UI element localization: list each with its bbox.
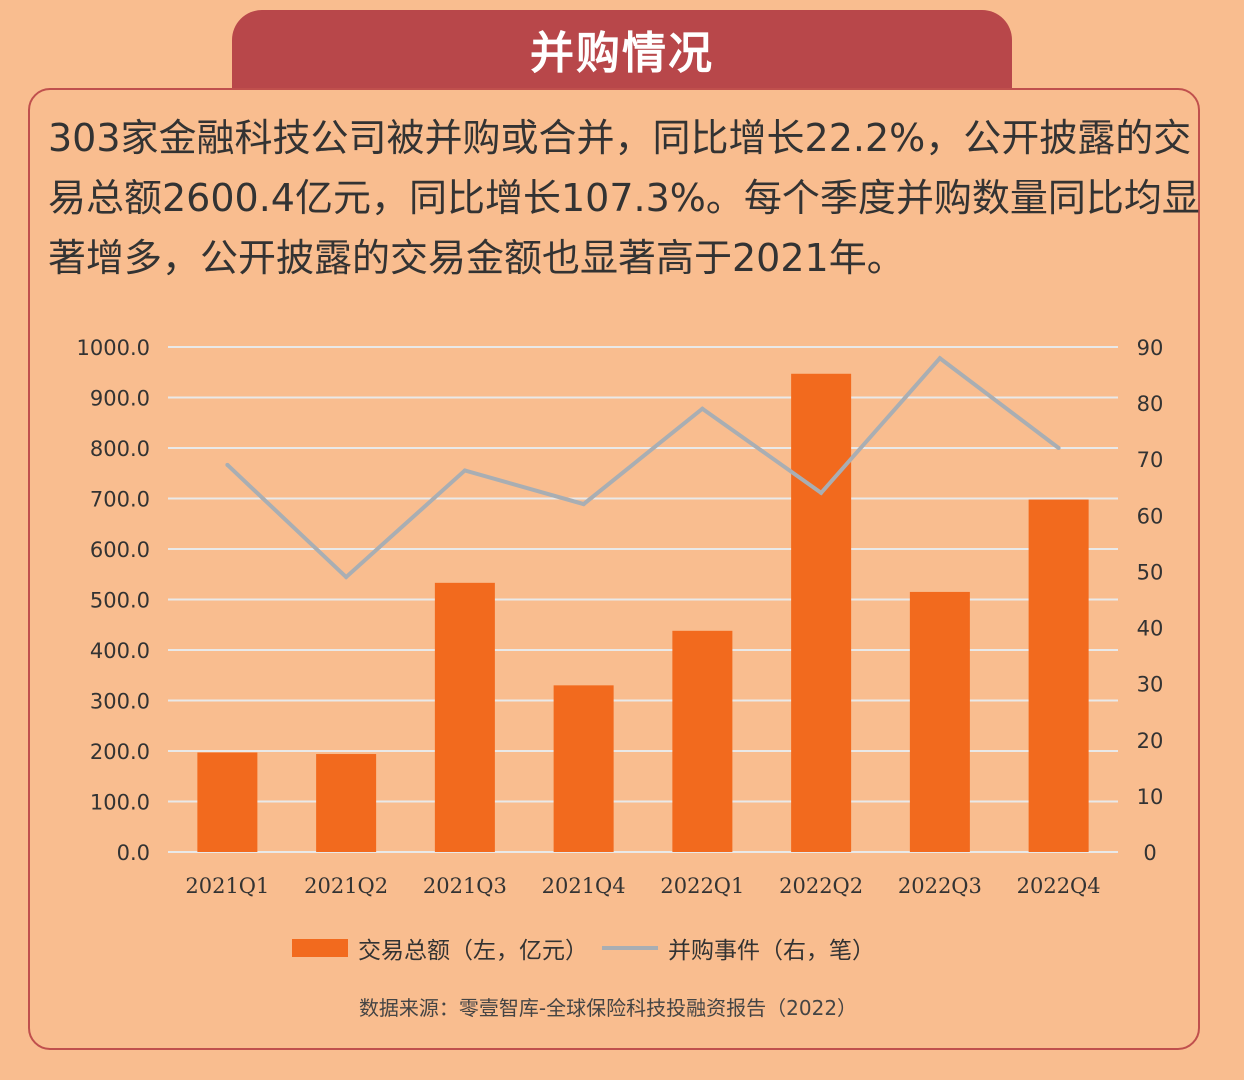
line-point (344, 575, 349, 580)
x-tick-label: 2022Q1 (660, 874, 744, 898)
y-left-tick-label: 100.0 (90, 791, 150, 815)
line-point (462, 468, 467, 473)
y-right-tick-label: 0 (1143, 841, 1156, 865)
content-frame (28, 88, 1200, 1050)
y-right-tick-label: 20 (1137, 729, 1164, 753)
line-series-deals (226, 355, 1060, 580)
y-left-tick-label: 300.0 (90, 690, 150, 714)
y-left-tick-label: 600.0 (90, 538, 150, 562)
y-right-tick-label: 90 (1137, 336, 1164, 360)
y-left-tick-label: 1000.0 (77, 336, 150, 360)
x-tick-label: 2021Q2 (304, 874, 388, 898)
page-title: 并购情况 (530, 28, 714, 79)
bar (316, 754, 377, 852)
legend-label-count: 并购事件（右，笔） (668, 938, 875, 964)
line-point (819, 490, 824, 495)
legend-label-amount: 交易总额（左，亿元） (358, 938, 588, 964)
title-tab: 并购情况 (232, 10, 1012, 88)
y-left-tick-label: 700.0 (90, 488, 150, 512)
line-point (700, 406, 705, 411)
y-left-tick-label: 500.0 (90, 589, 150, 613)
legend-swatch-bar (292, 939, 348, 957)
legend-item-amount: 交易总额（左，亿元） (292, 931, 588, 965)
y-right-tick-label: 80 (1137, 392, 1164, 416)
legend-swatch-line (602, 946, 658, 950)
line-point (1056, 446, 1061, 450)
bar (909, 591, 970, 852)
line-point (937, 356, 942, 361)
x-tick-label: 2021Q3 (423, 874, 507, 898)
bar (1028, 499, 1089, 852)
summary-text: 303家金融科技公司被并购或合并，同比增长22.2%，公开披露的交易总额2600… (48, 116, 1200, 280)
x-tick-label: 2022Q4 (1017, 874, 1101, 898)
bar (791, 373, 852, 852)
y-right-tick-label: 30 (1137, 673, 1164, 697)
x-tick-label: 2022Q2 (779, 874, 863, 898)
bar (672, 630, 733, 852)
y-right-tick-label: 40 (1137, 617, 1164, 641)
x-tick-label: 2021Q4 (542, 874, 626, 898)
y-left-tick-label: 0.0 (117, 841, 150, 865)
y-right-tick-label: 50 (1137, 560, 1164, 584)
x-tick-label: 2021Q1 (185, 874, 269, 898)
y-left-tick-label: 900.0 (90, 387, 150, 411)
legend-item-count: 并购事件（右，笔） (602, 931, 875, 965)
line-point (225, 462, 230, 467)
bar (197, 752, 258, 852)
y-right-tick-label: 10 (1137, 785, 1164, 809)
y-right-tick-label: 60 (1137, 504, 1164, 528)
bar (553, 685, 614, 852)
y-left-tick-label: 800.0 (90, 437, 150, 461)
x-tick-label: 2022Q3 (898, 874, 982, 898)
y-left-tick-label: 400.0 (90, 639, 150, 663)
y-left-tick-label: 200.0 (90, 740, 150, 764)
y-right-tick-label: 70 (1137, 448, 1164, 472)
bar (434, 582, 495, 852)
line-point (581, 502, 586, 507)
chart-legend: 交易总额（左，亿元） 并购事件（右，笔） (292, 928, 889, 968)
data-source: 数据来源：零壹智库-全球保险科技投融资报告（2022） (358, 996, 858, 1020)
